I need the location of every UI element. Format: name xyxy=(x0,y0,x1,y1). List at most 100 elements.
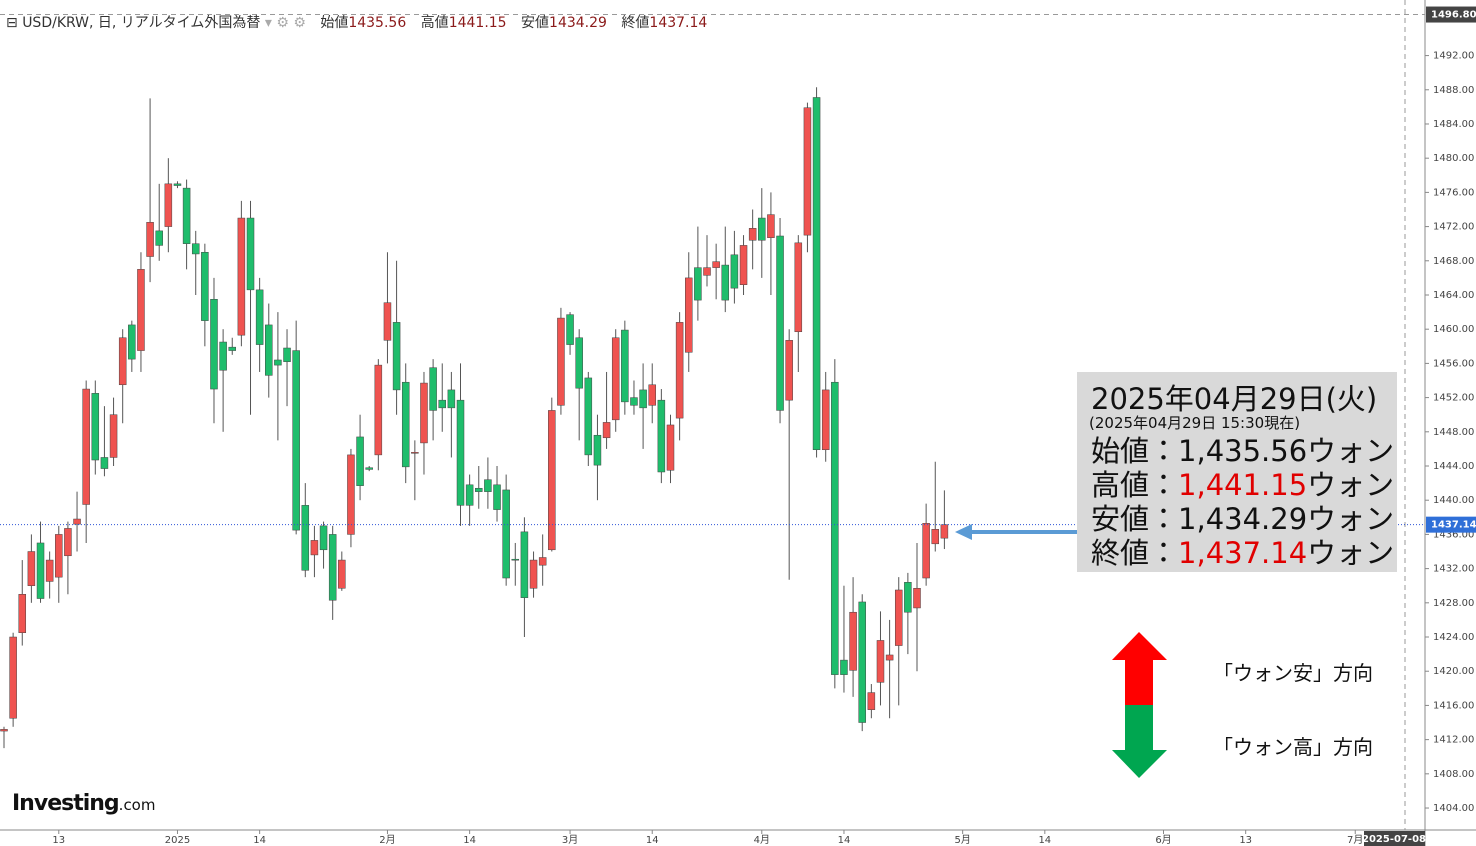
candle-body xyxy=(356,436,364,486)
candle-body xyxy=(511,558,520,561)
candle-body xyxy=(283,347,291,362)
y-tick-label: 1468.00 xyxy=(1433,256,1474,267)
dropdown-icon[interactable]: ▾ ⚙ ⚙ xyxy=(264,15,306,31)
row-label: 始値 xyxy=(1091,434,1150,468)
candle-body xyxy=(118,337,127,386)
candle-body xyxy=(821,389,830,451)
ohlc-label: 安値 xyxy=(521,15,550,31)
candle-body xyxy=(146,222,154,257)
candle-body xyxy=(310,540,319,556)
row-label: 終値 xyxy=(1091,536,1150,570)
candle-body xyxy=(648,384,656,406)
x-tick-label: 3月 xyxy=(562,834,578,846)
candle-body xyxy=(885,654,894,661)
ohlc-label: 終値 xyxy=(621,15,650,31)
candle-body xyxy=(447,389,456,409)
candle-body xyxy=(228,346,236,351)
candle-body xyxy=(383,302,392,341)
candle-body xyxy=(237,217,246,336)
collapse-icon[interactable]: ⊟ xyxy=(6,15,18,31)
ohlc-value: 1435.56 xyxy=(348,15,407,31)
candle-body xyxy=(493,484,501,510)
candle-body xyxy=(182,187,191,244)
candle-body xyxy=(812,97,821,451)
row-value: 1,441.15 xyxy=(1178,468,1308,502)
last-price-label: 1437.14 xyxy=(1431,520,1476,531)
candle-body xyxy=(557,317,565,406)
y-tick-label: 1428.00 xyxy=(1433,598,1474,609)
candle-body xyxy=(904,582,912,613)
candle-body xyxy=(292,350,300,531)
crosshair-value-label: 1496.80 xyxy=(1431,10,1476,21)
brand-logo: Investing.com xyxy=(12,791,155,816)
annotation-box: 2025年04月29日(火) (2025年04月29日 15:30現在) 始値：… xyxy=(1077,372,1397,572)
annotation-asof: (2025年04月29日 15:30現在) xyxy=(1089,414,1301,432)
up-arrow xyxy=(1112,632,1167,705)
candle-body xyxy=(575,337,583,389)
candle-body xyxy=(593,434,602,466)
row-separator: ： xyxy=(1149,434,1179,468)
candle-body xyxy=(0,729,8,732)
candle-body xyxy=(894,589,903,646)
x-tick-label: 5月 xyxy=(954,834,970,846)
annotation-date: 2025年04月29日(火) xyxy=(1091,382,1378,416)
candle-body xyxy=(109,414,118,458)
last-price-box xyxy=(1426,516,1476,533)
candle-body xyxy=(36,542,45,599)
candle-body xyxy=(429,367,437,411)
ohlc-value: 1434.29 xyxy=(549,15,607,31)
candle-body xyxy=(265,324,273,376)
candle-body xyxy=(639,389,647,409)
row-label: 高値 xyxy=(1091,468,1150,502)
direction-label: 「ウォン高」方向 xyxy=(1213,735,1373,759)
candle-body xyxy=(91,393,100,461)
y-tick-label: 1456.00 xyxy=(1433,358,1474,369)
candle-body xyxy=(694,267,702,301)
candle-body xyxy=(338,559,346,589)
candle-body xyxy=(858,601,866,723)
candle-body xyxy=(255,289,264,345)
row-unit: ウォン xyxy=(1307,536,1395,570)
annotation-row: 安値：1,434.29ウォン xyxy=(1091,496,1394,538)
row-label: 安値 xyxy=(1091,502,1150,536)
y-tick-label: 1444.00 xyxy=(1433,461,1474,472)
candle-body xyxy=(538,557,547,566)
ohlc-label: 始値 xyxy=(320,15,349,31)
ohlc-value: 1437.14 xyxy=(649,15,708,31)
candle-body xyxy=(712,261,720,268)
candle-body xyxy=(602,422,611,439)
candle-body xyxy=(173,183,182,186)
candle-body xyxy=(913,588,921,609)
down-arrow xyxy=(1112,705,1167,778)
y-tick-label: 1480.00 xyxy=(1433,153,1474,164)
y-tick-label: 1488.00 xyxy=(1433,85,1474,96)
candle-body xyxy=(831,381,839,675)
x-tick-label: 13 xyxy=(1239,835,1252,846)
candle-body xyxy=(411,452,419,454)
candle-body xyxy=(767,214,775,238)
row-unit: ウォン xyxy=(1307,434,1395,468)
candle-body xyxy=(675,322,684,419)
candle-body xyxy=(27,551,36,586)
crosshair-date-box xyxy=(1364,831,1425,846)
chart-header: ⊟ USD/KRW, 日, リアルタイム外国為替 ▾ ⚙ ⚙ 始値1435.56… xyxy=(6,12,717,32)
candle-body xyxy=(45,559,54,582)
candle-body xyxy=(758,217,766,241)
candle-body xyxy=(584,377,593,456)
candle-body xyxy=(657,399,666,473)
row-value: 1,434.29 xyxy=(1178,502,1308,536)
candle-body xyxy=(520,531,529,598)
candle-body xyxy=(401,381,410,468)
row-value: 1,437.14 xyxy=(1178,536,1308,570)
y-tick-label: 1432.00 xyxy=(1433,564,1474,575)
candle-body xyxy=(456,399,465,506)
x-tick-label: 2月 xyxy=(379,834,395,846)
x-tick-label: 6月 xyxy=(1155,834,1171,846)
direction-label: 「ウォン安」方向 xyxy=(1213,661,1373,685)
candle-body xyxy=(374,364,383,456)
candle-body xyxy=(876,640,885,683)
x-tick-label: 14 xyxy=(253,835,266,846)
row-separator: ： xyxy=(1149,536,1179,570)
row-unit: ウォン xyxy=(1307,468,1395,502)
